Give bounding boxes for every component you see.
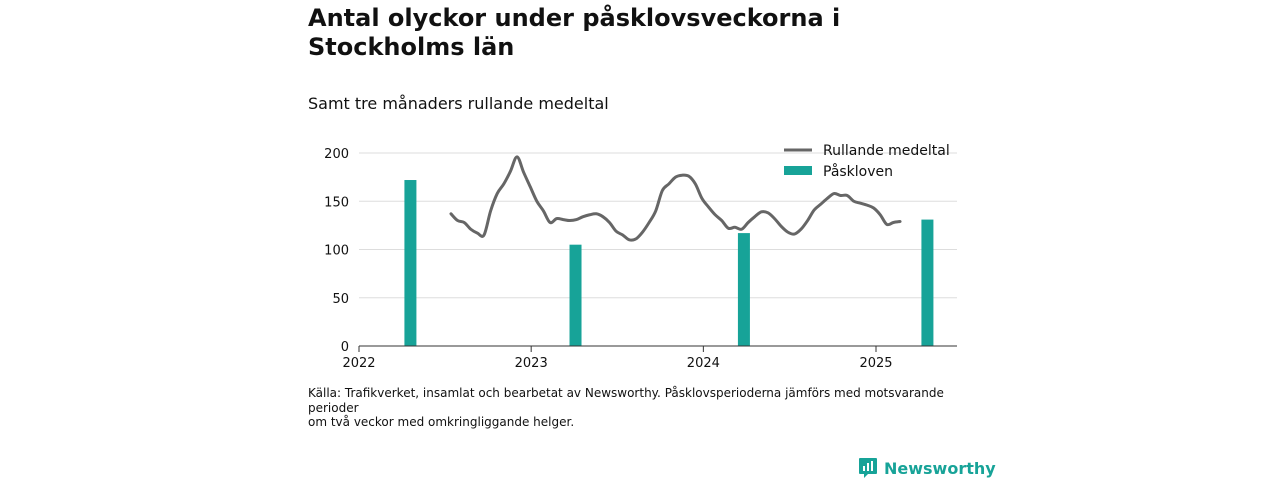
source-line: om två veckor med omkringliggande helger… <box>308 415 575 429</box>
brand-name: Newsworthy <box>884 458 996 478</box>
bar <box>921 219 934 346</box>
bar-series-paskloven <box>404 180 934 346</box>
chart: 0 50 100 150 200 2022 2023 2024 2025 Rullande m… <box>324 143 957 371</box>
line-series-rullande-medeltal <box>449 155 902 242</box>
y-tick-label: 50 <box>332 292 349 307</box>
bar <box>569 244 582 346</box>
x-tick-label: 2023 <box>515 356 548 371</box>
legend-label: Påskloven <box>823 163 893 180</box>
chart-subtitle: Samt tre månaders rullande medeltal <box>308 94 609 113</box>
y-axis: 0 50 100 150 200 <box>324 147 349 355</box>
source-note: Källa: Trafikverket, insamlat och bearbe… <box>308 386 948 430</box>
bar <box>737 233 750 346</box>
legend-swatch-bar <box>784 166 812 175</box>
bar <box>404 180 417 346</box>
source-line: perioder <box>308 400 359 415</box>
y-tick-label: 200 <box>324 147 349 162</box>
x-tick-label: 2022 <box>342 356 375 371</box>
y-tick-label: 150 <box>324 195 349 210</box>
x-axis: 2022 2023 2024 2025 <box>342 345 957 371</box>
y-tick-label: 0 <box>341 340 349 355</box>
newsworthy-logo-icon <box>859 458 877 478</box>
y-tick-label: 100 <box>324 244 349 259</box>
chart-title: Antal olyckor under påsklovsveckorna i S… <box>308 4 841 61</box>
line-path <box>449 155 902 242</box>
legend: Rullande medeltal Påskloven <box>784 143 950 180</box>
brand-logo: Newsworthy <box>858 456 996 480</box>
source-line: Källa: Trafikverket, insamlat och bearbe… <box>308 386 944 400</box>
x-tick-label: 2024 <box>687 356 720 371</box>
x-tick-label: 2025 <box>859 356 892 371</box>
legend-label: Rullande medeltal <box>823 143 950 159</box>
